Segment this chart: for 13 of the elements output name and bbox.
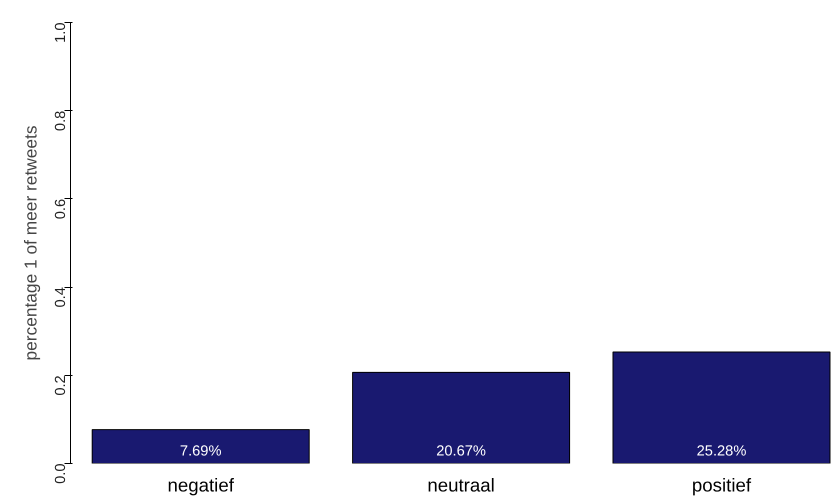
x-tick-label: negatief bbox=[168, 474, 235, 496]
data-label: 7.69% bbox=[180, 444, 222, 460]
x-tick-label: positief bbox=[692, 474, 752, 496]
y-tick-label: 0.0 bbox=[53, 464, 69, 484]
data-label: 25.28% bbox=[696, 444, 746, 460]
data-label: 20.67% bbox=[436, 444, 486, 460]
y-tick-label: 0.8 bbox=[53, 110, 69, 132]
y-axis-title: percentage 1 of meer retweets bbox=[20, 125, 40, 361]
y-tick-label: 0.4 bbox=[53, 287, 69, 308]
y-tick-label: 0.2 bbox=[53, 375, 69, 396]
y-tick-label: 1.0 bbox=[53, 22, 69, 43]
x-tick-label: neutraal bbox=[427, 474, 495, 496]
y-tick-label: 0.6 bbox=[53, 198, 69, 220]
